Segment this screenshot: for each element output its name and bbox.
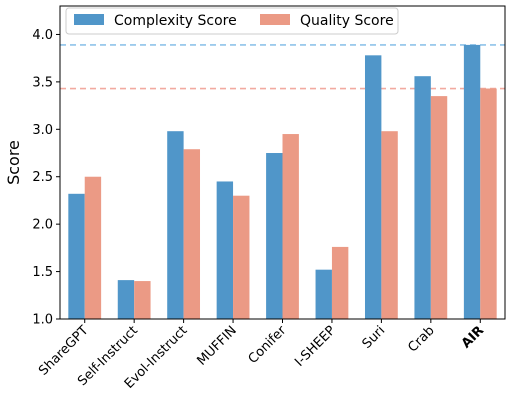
bar-complexity-score-air: [463, 44, 481, 319]
x-tick-label-crab: Crab: [405, 323, 437, 355]
bar-quality-score-muffin: [233, 195, 250, 319]
y-tick-label: 3.5: [32, 75, 53, 90]
bar-complexity-score-crab: [414, 76, 431, 319]
bar-quality-score-air: [480, 88, 497, 319]
y-tick-label: 1.0: [32, 313, 53, 328]
bar-quality-score-crab: [430, 96, 448, 319]
bar-quality-score-evol-instruct: [183, 149, 201, 319]
bars-group: [68, 44, 497, 319]
bar-complexity-score-muffin: [216, 181, 234, 319]
y-axis-title: Score: [4, 140, 23, 185]
y-tick-label: 4.0: [32, 28, 53, 43]
bar-complexity-score-conifer: [266, 153, 283, 319]
legend-swatch-complexity-score: [74, 14, 104, 25]
legend-box: [65, 7, 399, 35]
x-tick-label-air: AIR: [459, 323, 487, 351]
x-tick-label-suri: Suri: [360, 323, 389, 352]
reference-lines: [60, 44, 505, 90]
legend-label-complexity-score: Complexity Score: [114, 13, 237, 29]
bar-complexity-score-evol-instruct: [167, 131, 184, 319]
y-tick-label: 1.5: [32, 265, 53, 280]
y-tick-label: 2.5: [32, 170, 53, 185]
x-tick-label-muffin: MUFFIN: [194, 323, 239, 368]
bar-quality-score-i-sheep: [331, 246, 349, 319]
legend: Complexity Score Quality Score: [65, 7, 399, 35]
bar-complexity-score-self-instruct: [117, 280, 135, 319]
bar-quality-score-self-instruct: [134, 281, 151, 319]
y-tick-label: 2.0: [32, 218, 53, 233]
bar-complexity-score-sharegpt: [68, 193, 85, 319]
bar-quality-score-suri: [381, 131, 398, 319]
x-tick-label-i-sheep: I-SHEEP: [292, 323, 339, 370]
legend-label-quality-score: Quality Score: [300, 13, 394, 29]
bar-complexity-score-suri: [364, 55, 382, 319]
bar-quality-score-sharegpt: [84, 176, 102, 319]
x-tick-label-conifer: Conifer: [246, 323, 290, 367]
legend-swatch-quality-score: [260, 14, 290, 25]
y-axis: 1.0 1.5 2.0 2.5 3.0 3.5 4.0: [32, 28, 60, 328]
bar-quality-score-conifer: [282, 134, 299, 319]
y-tick-label: 3.0: [32, 123, 53, 138]
bar-complexity-score-i-sheep: [315, 269, 332, 319]
